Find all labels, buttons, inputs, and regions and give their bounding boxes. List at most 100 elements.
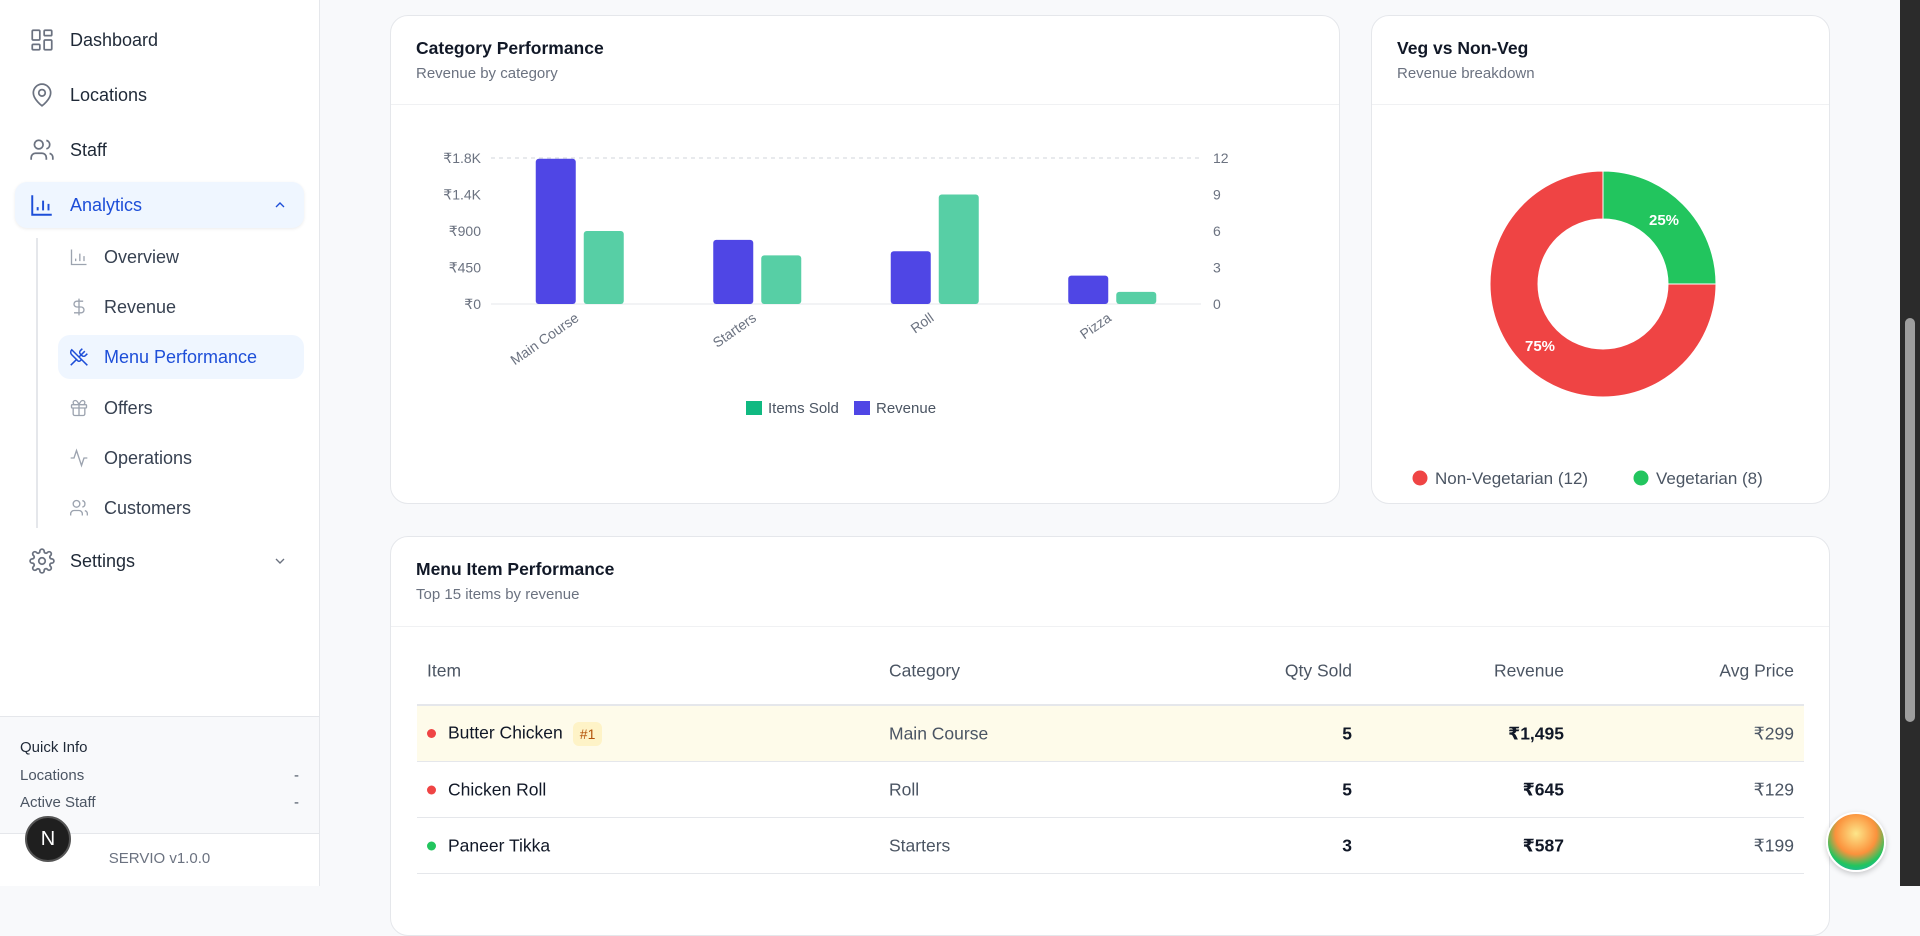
sidebar-subitem-label: Menu Performance xyxy=(104,346,258,367)
card-subtitle: Revenue by category xyxy=(416,65,558,82)
sidebar-subitem-revenue[interactable]: Revenue xyxy=(58,285,304,329)
sidebar-item-locations[interactable]: Locations xyxy=(15,72,304,118)
right-tick-label: 0 xyxy=(1213,296,1221,312)
sidebar-subitem-customers[interactable]: Customers xyxy=(58,486,304,530)
sidebar-subitem-overview[interactable]: Overview xyxy=(58,235,304,279)
item-cell: Chicken Roll xyxy=(427,779,546,800)
items-sold-bar xyxy=(938,194,979,304)
items-sold-bar xyxy=(1116,291,1157,304)
sidebar-item-label: Locations xyxy=(70,84,148,105)
avg-price-cell: ₹199 xyxy=(1753,835,1794,855)
activity-icon xyxy=(70,448,88,468)
chevron-down-icon[interactable] xyxy=(272,553,288,569)
sidebar-subitem-operations[interactable]: Operations xyxy=(58,436,304,480)
category-cell: Main Course xyxy=(889,723,989,743)
category-bar-chart: ₹0 ₹450 ₹900 ₹1.4K ₹1.8K 0 3 6 9 12 Main Course Sta… xyxy=(443,150,1229,417)
gift-icon xyxy=(70,399,88,417)
category-cell: Starters xyxy=(889,835,951,855)
quick-info-panel: Quick Info Locations - Active Staff - xyxy=(0,716,319,834)
slice-label: 25% xyxy=(1649,212,1679,229)
right-tick-label: 3 xyxy=(1213,260,1221,276)
utensils-crossed-icon xyxy=(69,348,88,366)
quick-info-value: - xyxy=(294,794,299,811)
table-row[interactable]: Chicken Roll Roll 5 ₹645 ₹129 xyxy=(417,762,1804,818)
column-header-item[interactable]: Item xyxy=(427,660,462,680)
dollar-icon xyxy=(73,298,85,316)
revenue-bar xyxy=(535,158,576,304)
revenue-bar xyxy=(890,251,931,304)
dev-tools-button[interactable]: N xyxy=(25,816,71,862)
card-subtitle: Revenue breakdown xyxy=(1397,65,1535,82)
menu-items-table: Item Category Qty Sold Revenue Avg Price… xyxy=(417,637,1804,874)
column-header-revenue[interactable]: Revenue xyxy=(1493,660,1564,680)
table-row[interactable]: Paneer Tikka Starters 3 ₹587 ₹199 xyxy=(417,818,1804,874)
submenu-guide-line xyxy=(36,238,38,528)
legend-swatch xyxy=(746,401,762,415)
card-header: Category Performance Revenue by category xyxy=(391,16,1339,105)
right-tick-label: 12 xyxy=(1213,150,1229,166)
sidebar-subitem-label: Revenue xyxy=(104,296,177,317)
page-scrollbar[interactable] xyxy=(1900,0,1920,886)
sidebar-item-dashboard[interactable]: Dashboard xyxy=(15,17,304,63)
item-cell: Paneer Tikka xyxy=(427,835,550,856)
legend-swatch xyxy=(854,401,870,415)
veg-indicator-icon xyxy=(427,841,436,851)
bar-chart-icon xyxy=(31,195,52,216)
item-cell: Butter Chicken #1 xyxy=(427,721,603,746)
sidebar-item-label: Analytics xyxy=(70,194,143,215)
sidebar-item-staff[interactable]: Staff xyxy=(15,127,304,173)
revenue-cell: ₹1,495 xyxy=(1508,723,1564,743)
sidebar-subitem-menu-performance[interactable]: Menu Performance xyxy=(58,335,304,379)
grid-icon xyxy=(31,29,53,51)
sidebar-item-label: Dashboard xyxy=(70,29,159,50)
donut-slice xyxy=(1489,170,1717,398)
veg-donut-chart: 25% 75% Non-Vegetarian (12) Vegetarian (8) xyxy=(1412,170,1763,488)
qty-cell: 5 xyxy=(1342,779,1352,799)
item-name: Chicken Roll xyxy=(448,779,547,799)
quick-info-title: Quick Info xyxy=(20,739,88,756)
category-tick-label: Roll xyxy=(908,309,937,336)
revenue-bar xyxy=(1068,275,1109,304)
chevron-up-icon[interactable] xyxy=(272,197,288,213)
scrollbar-thumb[interactable] xyxy=(1905,318,1915,722)
sidebar-item-settings[interactable]: Settings xyxy=(15,538,304,584)
legend-dot xyxy=(1412,470,1428,486)
sidebar-item-label: Settings xyxy=(70,550,136,571)
right-tick-label: 6 xyxy=(1213,223,1221,239)
card-header: Menu Item Performance Top 15 items by re… xyxy=(391,537,1829,627)
rank-badge: #1 xyxy=(572,721,603,746)
column-header-qty[interactable]: Qty Sold xyxy=(1284,660,1352,680)
avg-price-cell: ₹299 xyxy=(1753,723,1794,743)
revenue-cell: ₹645 xyxy=(1522,779,1564,799)
column-header-avg-price[interactable]: Avg Price xyxy=(1719,660,1794,680)
category-tick-label: Starters xyxy=(710,309,759,350)
slice-label: 75% xyxy=(1525,338,1555,355)
legend-label: Items Sold xyxy=(768,400,839,417)
gear-icon xyxy=(29,548,55,574)
non-veg-indicator-icon xyxy=(427,785,436,795)
sidebar-item-label: Staff xyxy=(70,139,107,160)
assistant-avatar-button[interactable] xyxy=(1826,812,1886,872)
legend-label: Non-Vegetarian (12) xyxy=(1435,469,1588,488)
sidebar-subitem-label: Offers xyxy=(104,397,153,418)
users-icon xyxy=(30,139,54,160)
card-title: Category Performance xyxy=(416,38,604,58)
column-header-category[interactable]: Category xyxy=(889,660,961,680)
legend-label: Revenue xyxy=(876,400,936,417)
avg-price-cell: ₹129 xyxy=(1753,779,1794,799)
quick-info-label: Active Staff xyxy=(20,794,96,811)
card-title: Menu Item Performance xyxy=(416,559,615,579)
qty-cell: 3 xyxy=(1342,835,1352,855)
category-performance-card: Category Performance Revenue by category… xyxy=(390,15,1340,504)
users-icon xyxy=(70,499,89,516)
quick-info-label: Locations xyxy=(20,767,85,784)
items-sold-bar xyxy=(761,255,802,304)
category-tick-label: Pizza xyxy=(1077,309,1114,342)
card-header: Veg vs Non-Veg Revenue breakdown xyxy=(1372,16,1829,105)
sidebar-subitem-offers[interactable]: Offers xyxy=(58,386,304,430)
sidebar-item-analytics[interactable]: Analytics xyxy=(15,182,304,228)
table-row[interactable]: Butter Chicken #1 Main Course 5 ₹1,495 ₹2… xyxy=(417,706,1804,762)
qty-cell: 5 xyxy=(1342,723,1352,743)
map-pin-icon xyxy=(32,83,52,107)
sidebar-subitem-label: Customers xyxy=(104,497,192,518)
